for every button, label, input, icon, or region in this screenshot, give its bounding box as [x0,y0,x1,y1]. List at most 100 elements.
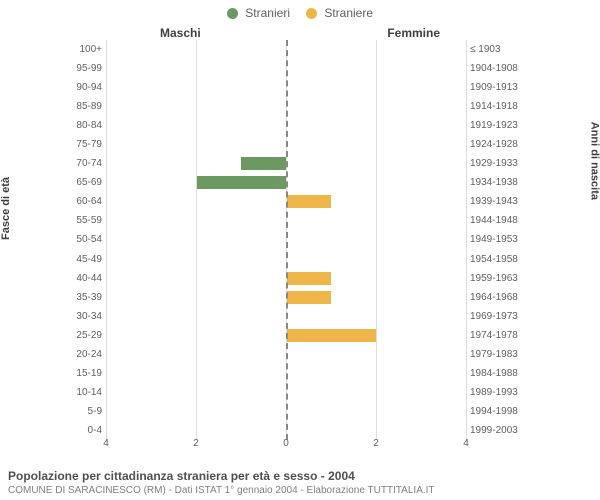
male-half [106,402,286,421]
female-half [286,307,466,326]
column-title-male: Maschi [160,26,201,40]
birth-tick: 1974-1978 [466,330,530,341]
x-tick: 0 [283,438,289,449]
row: 100+≤ 1903 [50,40,530,59]
female-half [286,59,466,78]
male-half [106,192,286,211]
male-half [106,250,286,269]
plot-area: 100+≤ 1903 95-99 1904-1908 90-94 1909-1913 85… [50,40,530,440]
row: 90-94 1909-1913 [50,78,530,97]
birth-tick: 1949-1953 [466,234,530,245]
legend: Stranieri Straniere [0,0,600,22]
row: 95-99 1904-1908 [50,59,530,78]
male-half [106,173,286,192]
female-half [286,97,466,116]
age-tick: 80-84 [50,120,106,131]
row: 55-591944-1948 [50,211,530,230]
age-tick: 85-89 [50,101,106,112]
female-half [286,230,466,249]
birth-tick: 1994-1998 [466,406,530,417]
age-tick: 90-94 [50,82,106,93]
age-tick: 25-29 [50,330,106,341]
female-bar [286,291,331,304]
birth-tick: 1969-1973 [466,311,530,322]
row: 75-79 1924-1928 [50,135,530,154]
birth-tick: 1929-1933 [466,158,530,169]
caption-subtitle: COMUNE DI SARACINESCO (RM) - Dati ISTAT … [8,485,592,496]
birth-tick: 1954-1958 [466,254,530,265]
y-axis-title-right: Anni di nascita [588,122,600,200]
female-half [286,116,466,135]
female-half [286,78,466,97]
male-half [106,345,286,364]
legend-item-male: Stranieri [227,6,290,20]
age-tick: 60-64 [50,196,106,207]
birth-tick: 1939-1943 [466,196,530,207]
age-tick: 20-24 [50,349,106,360]
male-half [106,78,286,97]
row: 5-9 1994-1998 [50,402,530,421]
row: 80-84 1919-1923 [50,116,530,135]
birth-tick: 1959-1963 [466,273,530,284]
male-half [106,326,286,345]
female-half [286,211,466,230]
female-half [286,135,466,154]
birth-tick: 1964-1968 [466,292,530,303]
age-tick: 45-49 [50,254,106,265]
male-half [106,40,286,59]
y-axis-title-left: Fasce di età [0,177,12,240]
row: 70-74 1929-1933 [50,154,530,173]
row: 25-29 1974-1978 [50,326,530,345]
female-bar [286,272,331,285]
age-tick: 30-34 [50,311,106,322]
caption-title: Popolazione per cittadinanza straniera p… [8,469,592,483]
row: 40-441959-1963 [50,269,530,288]
female-half [286,345,466,364]
row: 20-24 1979-1983 [50,345,530,364]
age-tick: 35-39 [50,292,106,303]
birth-tick: 1979-1983 [466,349,530,360]
age-tick: 75-79 [50,139,106,150]
row: 85-89 1914-1918 [50,97,530,116]
birth-tick: 1934-1938 [466,177,530,188]
age-tick: 65-69 [50,177,106,188]
birth-tick: 1919-1923 [466,120,530,131]
male-half [106,116,286,135]
birth-tick: 1914-1918 [466,101,530,112]
age-tick: 50-54 [50,234,106,245]
age-tick: 55-59 [50,215,106,226]
row: 10-141989-1993 [50,383,530,402]
birth-tick: 1904-1908 [466,63,530,74]
birth-tick: 1924-1928 [466,139,530,150]
male-half [106,383,286,402]
age-tick: 70-74 [50,158,106,169]
male-half [106,269,286,288]
male-half [106,288,286,307]
male-bar [241,157,286,170]
female-bar [286,329,376,342]
chart-container: Stranieri Straniere Maschi Femmine Fasce… [0,0,600,500]
female-half [286,40,466,59]
plot-inner: 100+≤ 1903 95-99 1904-1908 90-94 1909-1913 85… [50,40,530,440]
age-tick: 5-9 [50,406,106,417]
male-swatch [227,8,238,19]
male-half [106,307,286,326]
male-half [106,364,286,383]
female-half [286,269,466,288]
age-tick: 95-99 [50,63,106,74]
x-tick: 2 [193,438,199,449]
row: 15-191984-1988 [50,364,530,383]
age-tick: 15-19 [50,368,106,379]
female-half [286,154,466,173]
male-half [106,230,286,249]
female-half [286,250,466,269]
female-half [286,192,466,211]
male-half [106,154,286,173]
legend-male-label: Stranieri [245,6,290,20]
female-half [286,364,466,383]
legend-item-female: Straniere [306,6,373,20]
birth-tick: 1909-1913 [466,82,530,93]
row: 45-49 1954-1958 [50,250,530,269]
birth-tick: 1999-2003 [466,425,530,436]
male-half [106,211,286,230]
